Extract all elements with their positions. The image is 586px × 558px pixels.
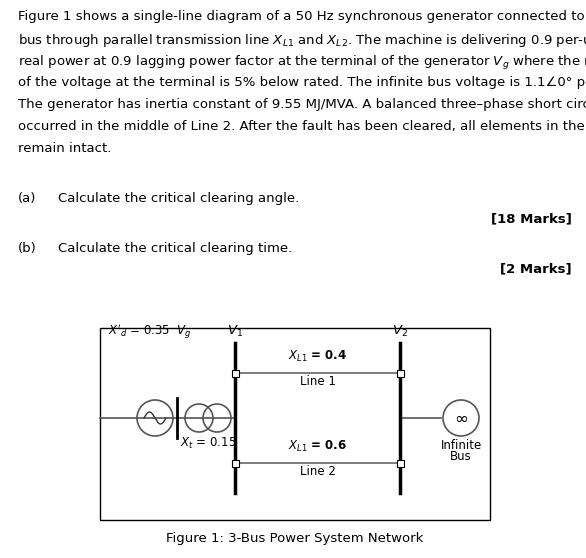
Text: Line 2: Line 2 (299, 465, 335, 478)
Text: Calculate the critical clearing angle.: Calculate the critical clearing angle. (58, 192, 299, 205)
Text: $X_{L1}$ = 0.4: $X_{L1}$ = 0.4 (288, 349, 347, 364)
Bar (397, 459, 404, 466)
Text: $X_{L1}$ = 0.6: $X_{L1}$ = 0.6 (288, 439, 347, 454)
Text: real power at 0.9 lagging power factor at the terminal of the generator $V_g$ wh: real power at 0.9 lagging power factor a… (18, 54, 586, 72)
Text: bus through parallel transmission line $X_{L1}$ and $X_{L2}$. The machine is del: bus through parallel transmission line $… (18, 32, 586, 49)
Text: Infinite: Infinite (440, 439, 482, 452)
Bar (231, 369, 239, 377)
Text: Calculate the critical clearing time.: Calculate the critical clearing time. (58, 242, 292, 255)
Text: [2 Marks]: [2 Marks] (500, 262, 572, 275)
Text: of the voltage at the terminal is 5% below rated. The infinite bus voltage is 1.: of the voltage at the terminal is 5% bel… (18, 76, 586, 89)
Text: [18 Marks]: [18 Marks] (491, 212, 572, 225)
Text: (a): (a) (18, 192, 36, 205)
Text: $V_1$: $V_1$ (227, 324, 243, 339)
Text: Figure 1 shows a single-line diagram of a 50 Hz synchronous generator connected : Figure 1 shows a single-line diagram of … (18, 10, 586, 23)
Text: $X_t$ = 0.15: $X_t$ = 0.15 (180, 436, 236, 451)
Text: $\infty$: $\infty$ (454, 409, 468, 427)
Bar (100, 328, 490, 520)
Text: remain intact.: remain intact. (18, 142, 111, 155)
Bar (231, 459, 239, 466)
Text: (b): (b) (18, 242, 37, 255)
Text: Bus: Bus (450, 450, 472, 463)
Bar (397, 369, 404, 377)
Text: Line 1: Line 1 (299, 375, 335, 388)
Text: $X'_d$ = 0.35  $V_g$: $X'_d$ = 0.35 $V_g$ (108, 323, 192, 341)
Text: The generator has inertia constant of 9.55 MJ/MVA. A balanced three–phase short : The generator has inertia constant of 9.… (18, 98, 586, 111)
Text: occurred in the middle of Line 2. After the fault has been cleared, all elements: occurred in the middle of Line 2. After … (18, 120, 586, 133)
Text: $V_2$: $V_2$ (392, 324, 408, 339)
Text: Figure 1: 3-Bus Power System Network: Figure 1: 3-Bus Power System Network (166, 532, 424, 545)
